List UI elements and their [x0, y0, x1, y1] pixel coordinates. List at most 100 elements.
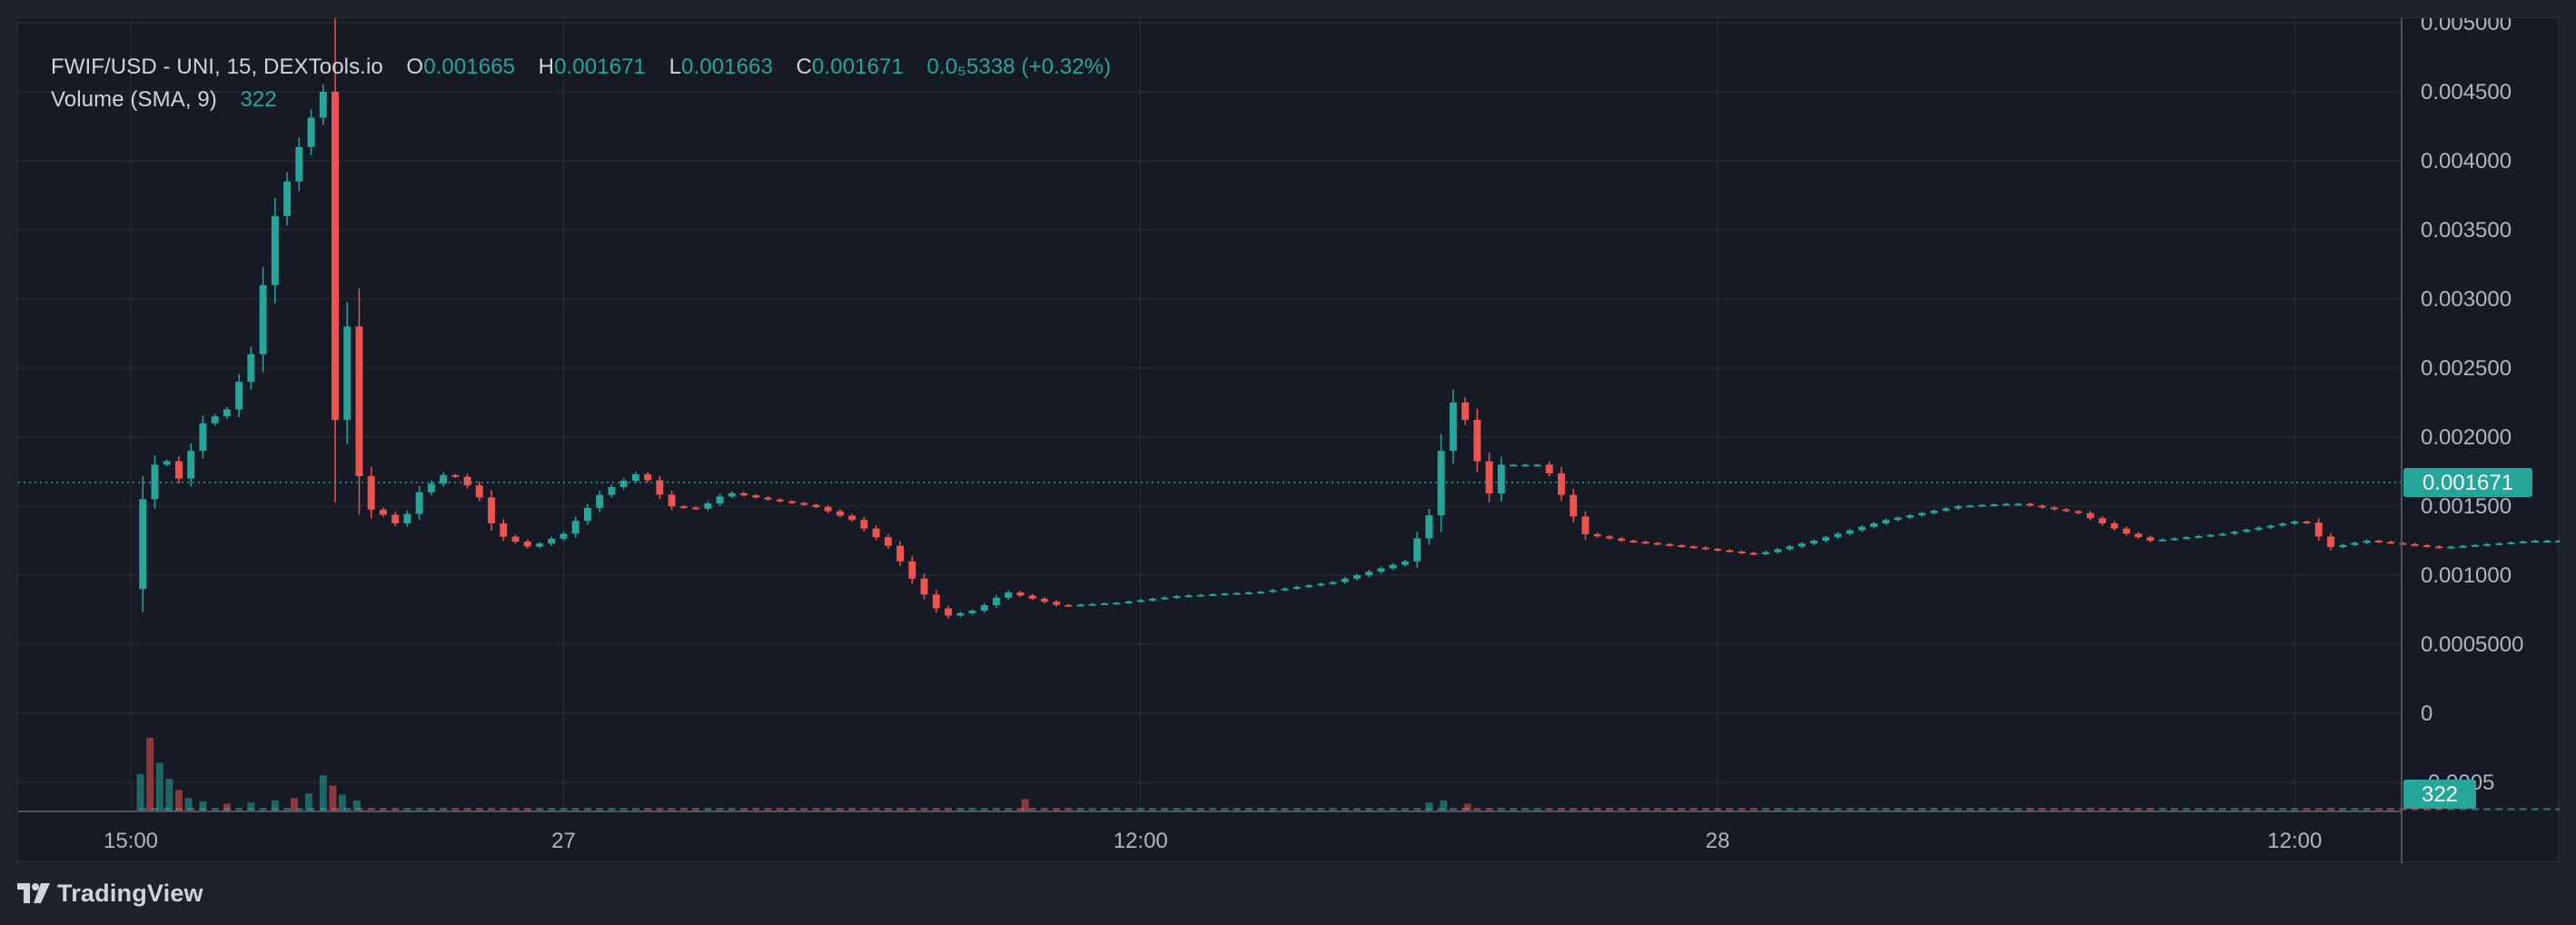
- candle-body: [1570, 494, 1578, 517]
- candle-body: [2098, 518, 2106, 523]
- candle-body: [1954, 506, 1962, 509]
- candle-body: [319, 92, 327, 118]
- volume-bar: [1389, 808, 1397, 811]
- volume-bar: [259, 808, 267, 811]
- candle-body: [908, 561, 916, 579]
- volume-bar: [2026, 808, 2035, 811]
- volume-bar: [1942, 808, 1950, 811]
- candle-body: [1221, 593, 1229, 596]
- candle-body: [1389, 564, 1397, 569]
- candlestick-chart[interactable]: 0.005000 0.004500 0.004000 0.003500 0.003000…: [18, 18, 2560, 863]
- candle-body: [2254, 527, 2263, 530]
- volume-bar: [848, 808, 857, 811]
- volume-bar: [1618, 808, 1626, 811]
- volume-bar: [1329, 808, 1337, 811]
- ohlc-legend[interactable]: FWIF/USD - UNI, 15, DEXTools.io O0.00166…: [51, 55, 1111, 80]
- candle-body: [788, 501, 796, 503]
- candle-body: [2519, 541, 2527, 543]
- volume-bar: [1040, 808, 1048, 811]
- candle-body: [235, 382, 243, 410]
- candle-body: [2075, 511, 2083, 513]
- candle-body: [2243, 529, 2251, 532]
- candle-body: [391, 514, 400, 523]
- volume-bar: [1678, 808, 1686, 811]
- candle-body: [1533, 464, 1541, 467]
- volume-badge-label: 322: [2422, 782, 2458, 807]
- candle-body: [897, 545, 905, 562]
- volume-bar: [1774, 808, 1782, 811]
- volume-bar: [1473, 808, 1481, 811]
- volume-bar: [2135, 808, 2143, 811]
- volume-label[interactable]: Volume (SMA, 9): [51, 87, 217, 112]
- volume-bar: [716, 808, 724, 811]
- volume-bar: [379, 808, 387, 811]
- candle-body: [1798, 543, 1806, 547]
- candle-body: [1028, 595, 1036, 599]
- volume-bar: [511, 808, 520, 811]
- volume-bar: [897, 808, 905, 811]
- volume-bar: [1341, 808, 1349, 811]
- volume-bar: [403, 808, 411, 811]
- volume-bar: [1101, 808, 1109, 811]
- volume-bar: [548, 808, 556, 811]
- volume-bar: [2351, 808, 2359, 811]
- volume-bar: [1305, 808, 1313, 811]
- candle-body: [656, 480, 664, 495]
- candle-body: [1545, 464, 1553, 473]
- tradingview-logo[interactable]: TradingView: [17, 878, 203, 909]
- candle-body: [2146, 537, 2155, 541]
- candle-body: [956, 612, 965, 616]
- volume-bar: [475, 808, 483, 811]
- candle-body: [2050, 507, 2058, 510]
- symbol-title[interactable]: FWIF/USD - UNI, 15, DEXTools.io: [51, 55, 383, 79]
- candle-body: [1761, 552, 1769, 554]
- volume-bar: [2146, 808, 2155, 811]
- volume-bar: [668, 808, 676, 811]
- volume-bar: [1570, 808, 1578, 811]
- volume-bar: [1149, 808, 1156, 811]
- candle-body: [2183, 537, 2191, 540]
- volume-bar: [2519, 808, 2527, 811]
- volume-bar: [1463, 803, 1471, 811]
- candle-body: [523, 542, 531, 547]
- candle-body: [2231, 532, 2239, 534]
- y-tick-label: 0.001000: [2421, 563, 2512, 588]
- candle-body: [1678, 545, 1686, 548]
- candle-body: [2327, 536, 2334, 548]
- volume-bar: [2183, 808, 2191, 811]
- candle-body: [644, 473, 652, 481]
- volume-bar: [1978, 808, 1986, 811]
- volume-bar: [329, 785, 337, 811]
- volume-bar: [1930, 808, 1938, 811]
- volume-bar: [1630, 808, 1638, 811]
- volume-legend[interactable]: Volume (SMA, 9) 322: [51, 87, 277, 113]
- volume-bar: [1065, 808, 1073, 811]
- candle-body: [571, 521, 580, 534]
- candle-body: [1774, 549, 1782, 552]
- volume-bar: [500, 808, 508, 811]
- volume-bar: [1221, 808, 1229, 811]
- candle-body: [2447, 546, 2455, 549]
- volume-bar: [2206, 808, 2214, 811]
- y-tick-label: 0.002000: [2421, 425, 2512, 450]
- candle-body: [800, 502, 808, 505]
- volume-bar: [2399, 808, 2407, 811]
- volume-bar: [2014, 808, 2022, 811]
- candle-body: [1714, 549, 1721, 552]
- candle-body: [1352, 575, 1361, 579]
- volume-bar: [1761, 808, 1769, 811]
- volume-bar: [788, 808, 796, 811]
- y-tick-label: 0.002500: [2421, 356, 2512, 381]
- candle-body: [367, 476, 375, 510]
- candle-body: [2110, 523, 2118, 529]
- candle-body: [1257, 592, 1265, 594]
- volume-bar: [1701, 808, 1709, 811]
- volume-bar: [1196, 808, 1204, 811]
- volume-bar: [752, 808, 760, 811]
- volume-bar: [2327, 808, 2334, 811]
- volume-bar: [2123, 808, 2130, 811]
- candle-body: [403, 513, 411, 523]
- chart-panel[interactable]: 0.005000 0.004500 0.004000 0.003500 0.003000…: [17, 17, 2560, 863]
- volume-bar: [740, 808, 748, 811]
- candle-body: [1196, 594, 1204, 597]
